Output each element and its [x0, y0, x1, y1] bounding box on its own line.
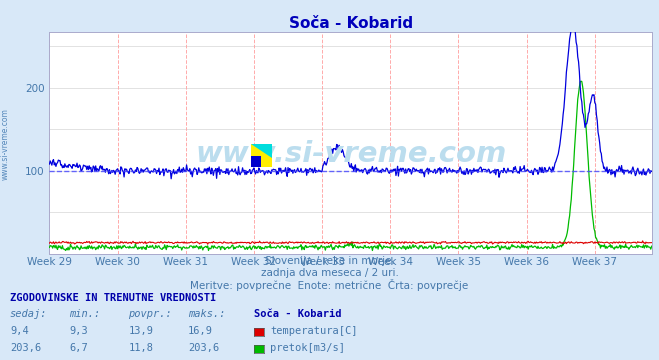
Text: povpr.:: povpr.:	[129, 309, 172, 319]
Text: Slovenija / reke in morje.: Slovenija / reke in morje.	[264, 256, 395, 266]
Text: 11,8: 11,8	[129, 343, 154, 354]
Text: sedaj:: sedaj:	[10, 309, 47, 319]
Polygon shape	[250, 144, 272, 158]
Text: 13,9: 13,9	[129, 326, 154, 336]
Text: 9,3: 9,3	[69, 326, 88, 336]
Text: maks.:: maks.:	[188, 309, 225, 319]
Text: 16,9: 16,9	[188, 326, 213, 336]
Text: www.si-vreme.com: www.si-vreme.com	[1, 108, 10, 180]
Text: temperatura[C]: temperatura[C]	[270, 326, 358, 336]
Text: zadnja dva meseca / 2 uri.: zadnja dva meseca / 2 uri.	[260, 268, 399, 278]
Text: Soča - Kobarid: Soča - Kobarid	[254, 309, 341, 319]
Text: 203,6: 203,6	[10, 343, 41, 354]
Text: pretok[m3/s]: pretok[m3/s]	[270, 343, 345, 354]
Text: 9,4: 9,4	[10, 326, 28, 336]
Text: Meritve: povprečne  Enote: metrične  Črta: povprečje: Meritve: povprečne Enote: metrične Črta:…	[190, 279, 469, 291]
Text: www.si-vreme.com: www.si-vreme.com	[195, 140, 507, 168]
Bar	[250, 156, 261, 167]
Text: min.:: min.:	[69, 309, 100, 319]
Text: 6,7: 6,7	[69, 343, 88, 354]
Title: Soča - Kobarid: Soča - Kobarid	[289, 16, 413, 31]
Text: ZGODOVINSKE IN TRENUTNE VREDNOSTI: ZGODOVINSKE IN TRENUTNE VREDNOSTI	[10, 293, 216, 303]
Text: 203,6: 203,6	[188, 343, 219, 354]
